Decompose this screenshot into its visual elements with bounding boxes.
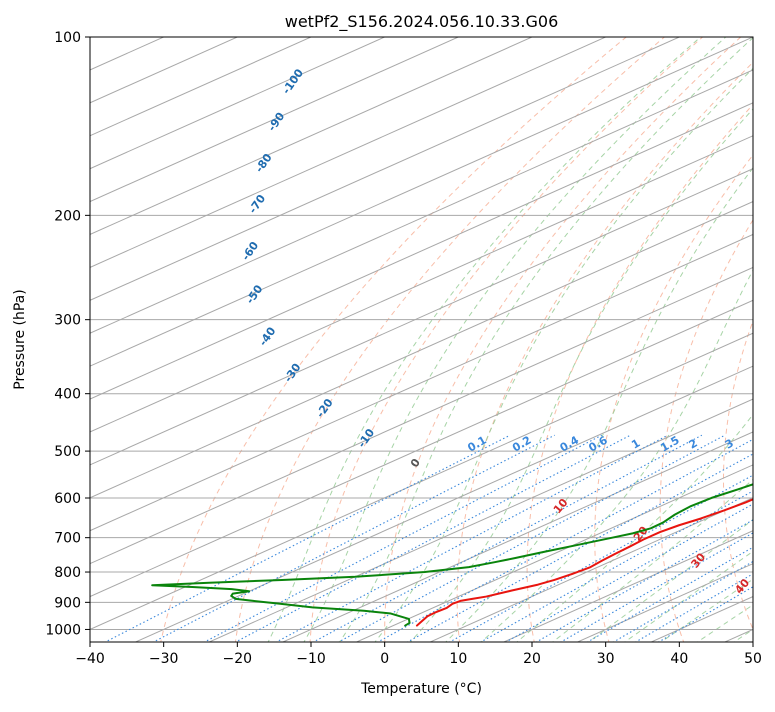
- y-axis-label: Pressure (hPa): [12, 289, 28, 389]
- x-axis-label: Temperature (°C): [360, 681, 482, 697]
- y-tick-label: 500: [54, 444, 81, 460]
- y-tick-label: 1000: [45, 622, 81, 638]
- y-tick-label: 200: [54, 208, 81, 224]
- x-tick-label: 20: [523, 651, 541, 667]
- chart-title: wetPf2_S156.2024.056.10.33.G06: [285, 12, 559, 32]
- x-tick-label: −30: [149, 651, 179, 667]
- x-tick-label: −20: [223, 651, 253, 667]
- x-tick-label: 10: [449, 651, 467, 667]
- y-tick-label: 100: [54, 30, 81, 46]
- x-tick-label: 50: [744, 651, 762, 667]
- x-tick-label: −10: [296, 651, 326, 667]
- y-tick-label: 400: [54, 387, 81, 403]
- x-tick-label: 40: [670, 651, 688, 667]
- y-tick-label: 900: [54, 595, 81, 611]
- x-tick-label: 30: [597, 651, 615, 667]
- y-tick-label: 800: [54, 565, 81, 581]
- y-tick-label: 300: [54, 313, 81, 329]
- y-tick-label: 600: [54, 491, 81, 507]
- x-tick-label: −40: [75, 651, 105, 667]
- y-tick-label: 700: [54, 531, 81, 547]
- x-tick-label: 0: [380, 651, 389, 667]
